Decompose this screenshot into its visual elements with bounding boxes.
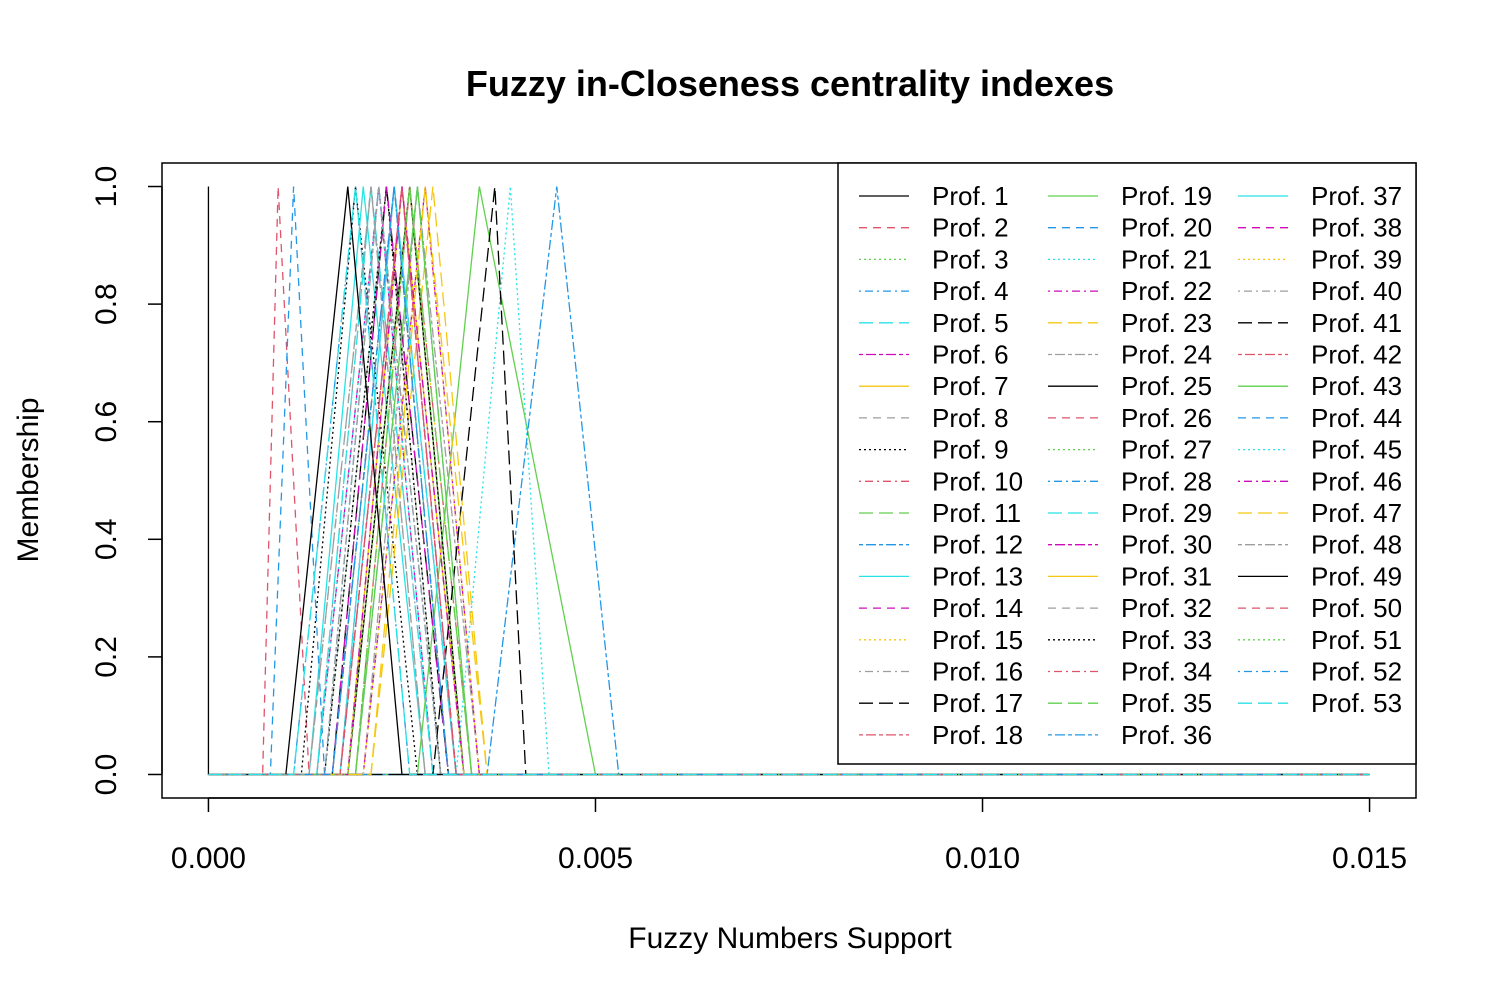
y-tick-label: 0.6 — [90, 401, 123, 443]
legend-label-prof-19: Prof. 19 — [1121, 181, 1212, 211]
legend-label-prof-51: Prof. 51 — [1311, 625, 1402, 655]
legend-label-prof-38: Prof. 38 — [1311, 213, 1402, 243]
legend-label-prof-12: Prof. 12 — [932, 530, 1023, 560]
legend-label-prof-25: Prof. 25 — [1121, 371, 1212, 401]
legend-label-prof-41: Prof. 41 — [1311, 308, 1402, 338]
legend-label-prof-10: Prof. 10 — [932, 466, 1023, 496]
legend-label-prof-28: Prof. 28 — [1121, 466, 1212, 496]
legend-label-prof-22: Prof. 22 — [1121, 276, 1212, 306]
y-tick-label: 0.2 — [90, 636, 123, 678]
legend-label-prof-2: Prof. 2 — [932, 213, 1009, 243]
x-tick-label: 0.000 — [171, 842, 246, 875]
series-line-prof-46 — [208, 186, 1370, 776]
legend-label-prof-7: Prof. 7 — [932, 371, 1009, 401]
y-tick-label: 0.0 — [90, 754, 123, 796]
legend-label-prof-17: Prof. 17 — [932, 688, 1023, 718]
x-tick-label: 0.015 — [1332, 842, 1407, 875]
legend-label-prof-30: Prof. 30 — [1121, 530, 1212, 560]
chart-title: Fuzzy in-Closeness centrality indexes — [466, 63, 1114, 104]
y-tick-label: 1.0 — [90, 166, 123, 208]
legend-label-prof-27: Prof. 27 — [1121, 435, 1212, 465]
x-tick-label: 0.005 — [558, 842, 633, 875]
legend-label-prof-4: Prof. 4 — [932, 276, 1009, 306]
legend-label-prof-36: Prof. 36 — [1121, 720, 1212, 750]
series-layer — [207, 186, 1370, 776]
series-line-prof-50 — [208, 186, 1370, 776]
legend-label-prof-35: Prof. 35 — [1121, 688, 1212, 718]
legend-label-prof-50: Prof. 50 — [1311, 593, 1402, 623]
legend-label-prof-26: Prof. 26 — [1121, 403, 1212, 433]
legend-label-prof-11: Prof. 11 — [932, 498, 1021, 528]
legend-label-prof-18: Prof. 18 — [932, 720, 1023, 750]
legend-label-prof-34: Prof. 34 — [1121, 657, 1212, 687]
y-axis-title: Membership — [12, 397, 45, 562]
legend-label-prof-52: Prof. 52 — [1311, 657, 1402, 687]
legend-label-prof-15: Prof. 15 — [932, 625, 1023, 655]
series-line-prof-4 — [208, 186, 1370, 776]
legend-label-prof-46: Prof. 46 — [1311, 466, 1402, 496]
legend-label-prof-43: Prof. 43 — [1311, 371, 1402, 401]
legend-label-prof-53: Prof. 53 — [1311, 688, 1402, 718]
legend-box — [837, 162, 1417, 765]
y-tick-label: 0.8 — [90, 283, 123, 325]
x-axis-title: Fuzzy Numbers Support — [628, 922, 952, 955]
legend-label-prof-16: Prof. 16 — [932, 657, 1023, 687]
legend-label-prof-42: Prof. 42 — [1311, 340, 1402, 370]
legend-label-prof-29: Prof. 29 — [1121, 498, 1212, 528]
legend-label-prof-14: Prof. 14 — [932, 593, 1023, 623]
series-line-prof-53 — [208, 186, 1370, 776]
legend-label-prof-6: Prof. 6 — [932, 340, 1009, 370]
legend-label-prof-1: Prof. 1 — [932, 181, 1009, 211]
legend-label-prof-23: Prof. 23 — [1121, 308, 1212, 338]
legend-label-prof-48: Prof. 48 — [1311, 530, 1402, 560]
legend-label-prof-21: Prof. 21 — [1121, 244, 1212, 274]
legend-label-prof-13: Prof. 13 — [932, 561, 1023, 591]
legend-label-prof-49: Prof. 49 — [1311, 561, 1402, 591]
x-tick-label: 0.010 — [945, 842, 1020, 875]
legend-label-prof-47: Prof. 47 — [1311, 498, 1402, 528]
legend-label-prof-45: Prof. 45 — [1311, 435, 1402, 465]
legend-label-prof-44: Prof. 44 — [1311, 403, 1402, 433]
legend-label-prof-8: Prof. 8 — [932, 403, 1009, 433]
legend-label-prof-31: Prof. 31 — [1121, 561, 1212, 591]
x-axis: 0.000 0.005 0.010 0.015 — [171, 797, 1407, 875]
y-tick-label: 0.4 — [90, 518, 123, 560]
legend-label-prof-40: Prof. 40 — [1311, 276, 1402, 306]
y-axis: 0.0 0.2 0.4 0.6 0.8 1.0 — [90, 166, 163, 796]
series-line-prof-51 — [208, 186, 1370, 776]
legend-label-prof-5: Prof. 5 — [932, 308, 1009, 338]
legend-label-prof-37: Prof. 37 — [1311, 181, 1402, 211]
legend-label-prof-20: Prof. 20 — [1121, 213, 1212, 243]
legend-label-prof-24: Prof. 24 — [1121, 340, 1212, 370]
legend-label-prof-33: Prof. 33 — [1121, 625, 1212, 655]
legend-label-prof-3: Prof. 3 — [932, 244, 1009, 274]
legend-label-prof-9: Prof. 9 — [932, 435, 1009, 465]
legend-label-prof-39: Prof. 39 — [1311, 244, 1402, 274]
legend-label-prof-32: Prof. 32 — [1121, 593, 1212, 623]
